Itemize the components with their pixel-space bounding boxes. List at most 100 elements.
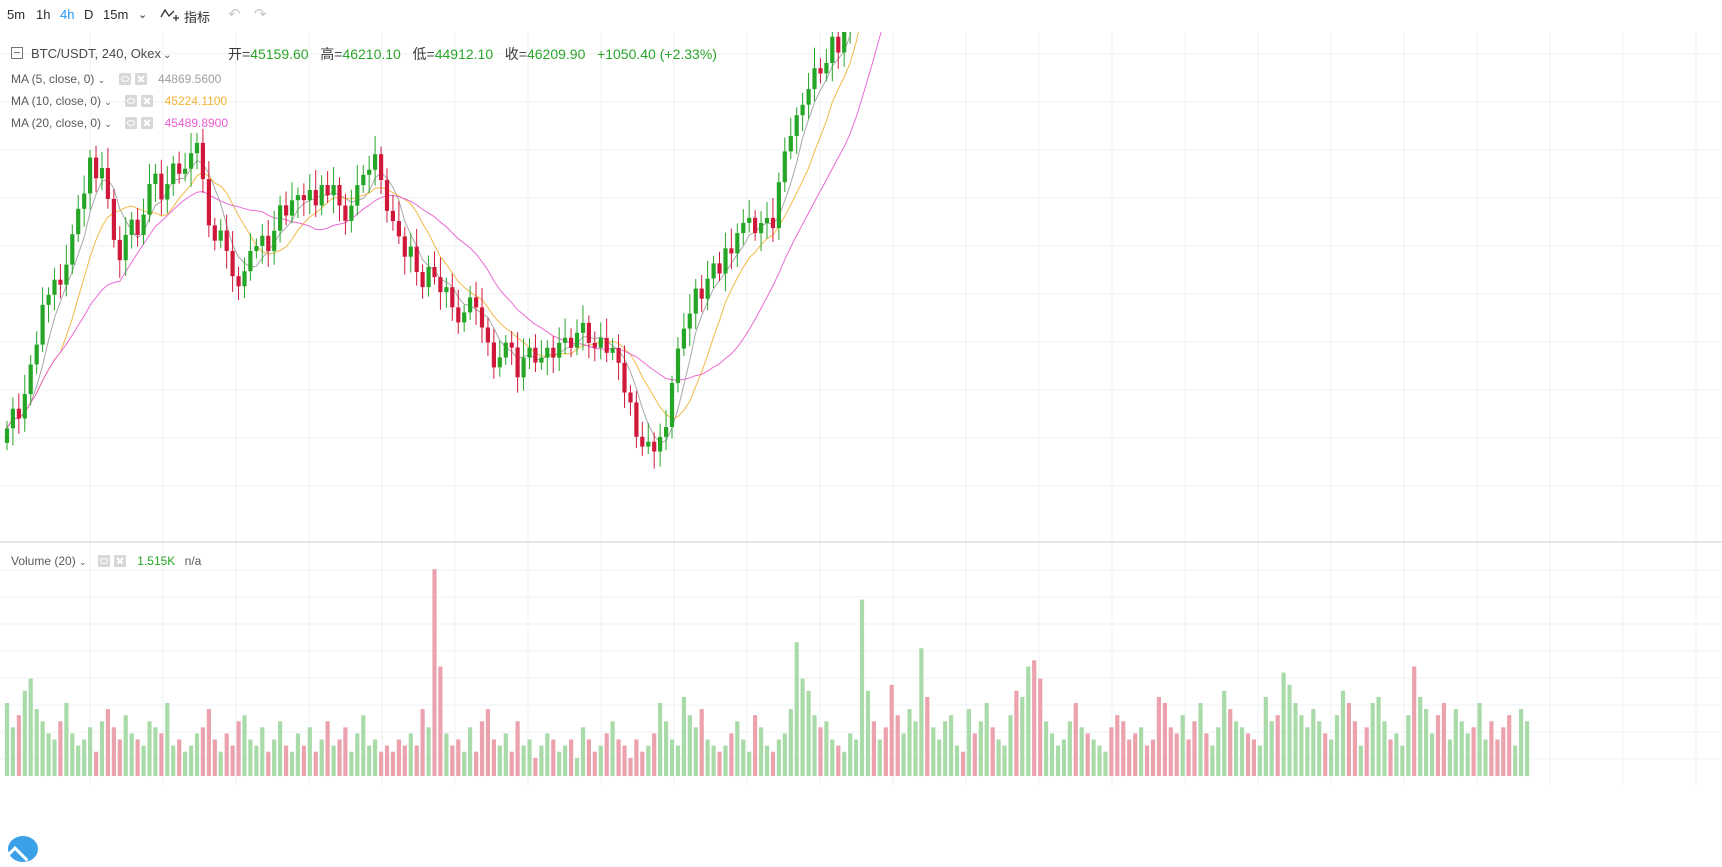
candle-body	[628, 392, 633, 403]
undo-icon[interactable]: ↶	[228, 6, 241, 23]
candle-body	[432, 267, 437, 278]
candle-body	[622, 362, 627, 393]
volume-bar	[194, 733, 200, 776]
candle-body	[788, 135, 793, 152]
candle-body	[390, 210, 395, 222]
volume-bar	[1275, 715, 1280, 776]
volume-bar	[1412, 666, 1417, 776]
candle-body	[580, 322, 586, 333]
volume-bar	[1168, 727, 1173, 776]
candle-body	[444, 287, 449, 293]
candle-body	[94, 157, 99, 179]
interval-d[interactable]: D	[84, 7, 94, 22]
candle-body	[384, 180, 390, 211]
app-logo-icon[interactable]	[8, 836, 38, 862]
volume-bar	[1495, 739, 1500, 776]
volume-bar	[901, 733, 906, 776]
volume-bar	[497, 745, 502, 776]
candle-body	[224, 230, 229, 251]
volume-bar	[272, 739, 277, 776]
candle-body	[70, 234, 75, 265]
ma5-label[interactable]: MA (5, close, 0)	[11, 72, 95, 86]
eye-icon[interactable]	[118, 73, 131, 85]
close-icon[interactable]	[141, 117, 154, 129]
eye-icon[interactable]	[125, 95, 138, 107]
volume-bar	[996, 739, 1001, 776]
candle-body	[10, 408, 15, 429]
close-icon[interactable]	[134, 73, 147, 85]
volume-bar	[4, 703, 10, 776]
candle-body	[592, 342, 597, 348]
redo-icon[interactable]: ↷	[254, 6, 267, 23]
candle-body	[28, 364, 33, 395]
volume-bar	[913, 721, 918, 777]
volume-bar	[343, 727, 348, 776]
candle-body	[776, 182, 781, 228]
volume-bar	[503, 733, 508, 776]
eye-icon[interactable]	[97, 555, 110, 567]
chevron-down-icon[interactable]: ⌄	[104, 119, 112, 129]
candle-body	[361, 174, 366, 186]
interval-1h[interactable]: 1h	[36, 7, 51, 22]
candle-body	[574, 332, 580, 348]
candle-body	[52, 279, 57, 295]
volume-bar	[1394, 733, 1399, 776]
candle-body	[105, 168, 110, 199]
candle-body	[76, 208, 81, 235]
volume-bar	[1115, 715, 1120, 776]
interval-15m[interactable]: 15m	[103, 7, 129, 22]
interval-5m[interactable]: 5m	[7, 7, 26, 22]
chevron-down-icon[interactable]: ⌄	[97, 75, 106, 85]
candle-body	[189, 153, 194, 169]
candle-body	[319, 185, 324, 206]
chevron-down-icon[interactable]: ⌄	[163, 50, 172, 61]
volume-bar	[1435, 715, 1441, 776]
volume-bar	[165, 703, 170, 776]
volume-bar	[349, 751, 354, 776]
volume-bar	[1121, 721, 1126, 777]
close-icon[interactable]	[113, 555, 126, 567]
price-chart[interactable]	[0, 32, 1722, 866]
volume-bar	[307, 727, 312, 776]
candle-body	[171, 163, 176, 184]
candle-body	[236, 276, 241, 287]
ma10-legend: MA (10, close, 0) ⌄ 45224.1100	[11, 94, 227, 108]
volume-bar	[1358, 745, 1363, 776]
volume-label[interactable]: Volume (20)	[11, 554, 76, 568]
volume-bar	[574, 757, 580, 777]
volume-bar	[1156, 696, 1161, 776]
volume-bar	[723, 745, 728, 776]
candle-body	[284, 205, 289, 216]
volume-bar	[1251, 739, 1256, 776]
volume-bar	[782, 733, 787, 776]
volume-bar	[295, 733, 300, 776]
volume-bar	[658, 703, 663, 776]
volume-bar	[485, 709, 490, 776]
volume-bar	[865, 690, 871, 776]
volume-bar	[1210, 745, 1215, 776]
indicators-button[interactable]: 指标	[184, 10, 211, 25]
ma10-label[interactable]: MA (10, close, 0)	[11, 94, 102, 108]
volume-bar	[117, 739, 122, 776]
chevron-down-icon[interactable]: ⌄	[104, 97, 112, 107]
volume-bar	[450, 745, 455, 776]
candle-body	[141, 214, 146, 235]
chevron-down-icon[interactable]: ⌄	[138, 9, 148, 21]
ma20-label[interactable]: MA (20, close, 0)	[11, 116, 102, 130]
collapse-icon[interactable]	[11, 47, 23, 59]
chevron-down-icon[interactable]: ⌄	[79, 557, 87, 567]
volume-bar	[212, 739, 217, 776]
volume-bar	[1370, 703, 1375, 776]
eye-icon[interactable]	[125, 117, 138, 129]
symbol-title[interactable]: BTC/USDT, 240, Okex	[31, 46, 162, 61]
candle-body	[729, 248, 734, 254]
candle-body	[794, 115, 799, 136]
volume-bar	[1234, 721, 1239, 777]
indicators-icon[interactable]	[160, 7, 180, 26]
candle-body	[218, 230, 223, 241]
volume-bar	[1334, 715, 1340, 776]
close-icon[interactable]	[141, 95, 154, 107]
volume-bar	[1216, 727, 1221, 776]
interval-4h[interactable]: 4h	[60, 7, 75, 22]
volume-bar	[580, 727, 586, 776]
